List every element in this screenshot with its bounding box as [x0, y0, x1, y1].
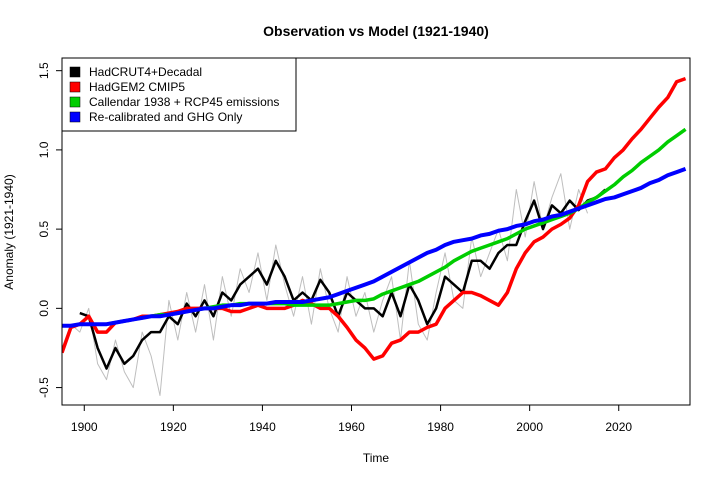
y-tick-label: 0.0 — [37, 300, 51, 317]
legend-label: HadGEM2 CMIP5 — [89, 80, 185, 94]
x-axis-label: Time — [363, 451, 390, 465]
legend-label: HadCRUT4+Decadal — [89, 65, 202, 79]
x-tick-label: 2020 — [605, 420, 632, 434]
x-tick-label: 1980 — [427, 420, 454, 434]
plot-border — [61, 57, 691, 406]
x-tick-label: 1940 — [249, 420, 276, 434]
x-tick-label: 2000 — [516, 420, 543, 434]
legend-label: Re-calibrated and GHG Only — [89, 110, 242, 124]
legend-swatch — [69, 81, 81, 93]
x-tick-label: 1920 — [160, 420, 187, 434]
y-tick-label: -0.5 — [37, 377, 51, 398]
series-line — [62, 167, 687, 328]
legend-label: Callendar 1938 + RCP45 emissions — [89, 95, 279, 109]
x-tick-label: 1900 — [71, 420, 98, 434]
x-tick-label: 1960 — [338, 420, 365, 434]
y-tick-label: 1.5 — [37, 62, 51, 79]
y-tick-label: 1.0 — [37, 141, 51, 158]
legend-swatch — [69, 66, 81, 78]
legend-box — [61, 57, 297, 132]
legend-swatch — [69, 96, 81, 108]
y-axis-label: Anomaly (1921-1940) — [2, 174, 16, 289]
legend-swatch — [69, 111, 81, 123]
series-line — [62, 173, 589, 396]
chart-title: Observation vs Model (1921-1940) — [263, 23, 489, 39]
y-tick-label: 0.5 — [37, 220, 51, 237]
